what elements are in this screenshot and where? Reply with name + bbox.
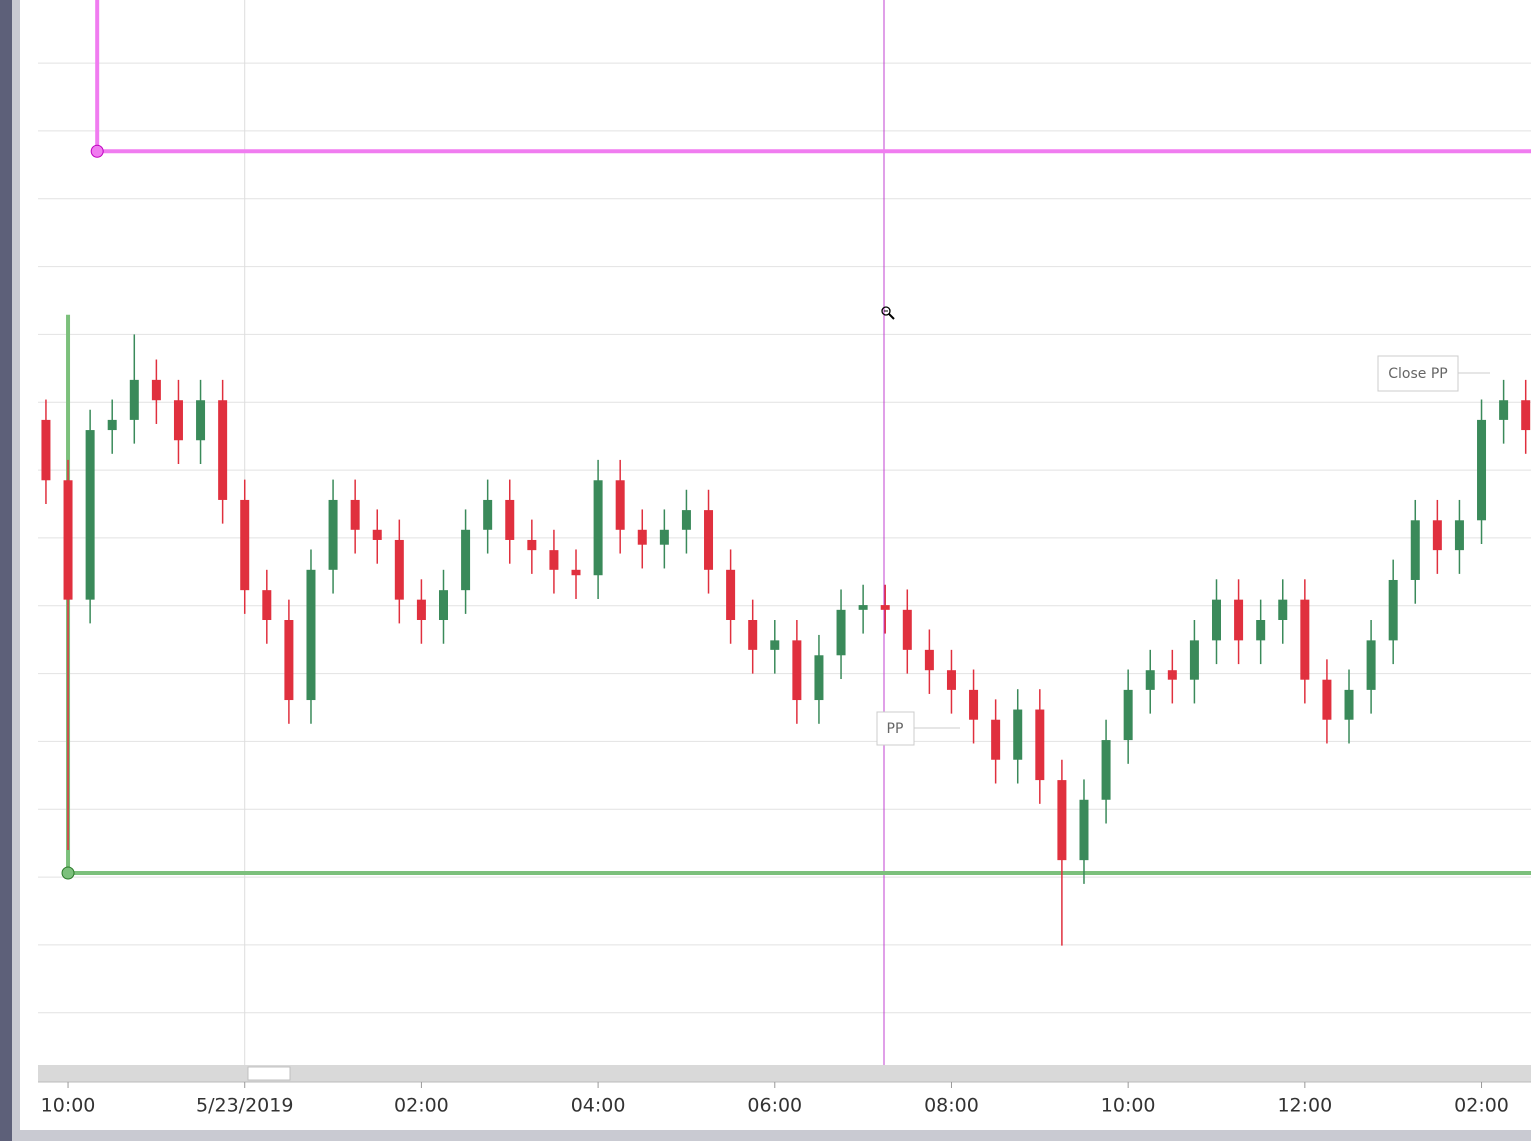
candle-body (284, 620, 294, 701)
candle-body (63, 480, 73, 600)
candle-body (173, 400, 183, 441)
x-tick-label: 02:00 (394, 1095, 449, 1117)
candle-body (107, 419, 117, 431)
candle-body (748, 620, 758, 650)
candle-body (1410, 520, 1420, 580)
candle-body (880, 605, 890, 610)
x-tick-label: 10:00 (41, 1095, 96, 1117)
scrollbar[interactable] (38, 1065, 1531, 1082)
candle-body (1477, 419, 1487, 521)
x-tick-label: 08:00 (924, 1095, 979, 1117)
candle-body (1035, 709, 1045, 781)
candle-body (129, 379, 139, 420)
candle-body (85, 430, 95, 600)
bottom-gutter (12, 1130, 1531, 1141)
candle-body (681, 510, 691, 530)
candle-body (659, 529, 669, 545)
candle-body (1189, 640, 1199, 680)
candle-body (1432, 520, 1442, 551)
annotation: Close PP (1388, 366, 1447, 382)
candle-body (593, 480, 603, 576)
candle-body (1344, 689, 1354, 720)
candle-body (1366, 640, 1376, 690)
level-handle (90, 144, 104, 158)
candle-body (483, 499, 493, 530)
candle-body (1388, 579, 1398, 641)
candle-body (394, 539, 404, 600)
grid (38, 0, 1531, 1065)
candle-body (527, 539, 537, 551)
candle-body (461, 529, 471, 591)
x-tick-label: 5/23/2019 (196, 1095, 293, 1117)
candle-body (505, 499, 515, 540)
candle-body (924, 649, 934, 671)
candle-body (1234, 599, 1244, 641)
candle-body (151, 379, 161, 401)
candle-body (571, 569, 581, 576)
candle-body (306, 569, 316, 701)
candle-body (1145, 670, 1155, 690)
candle-body (438, 590, 448, 621)
candle-body (416, 599, 426, 621)
left-border (0, 0, 12, 1141)
zoom-cursor (881, 306, 895, 320)
x-tick-label: 06:00 (747, 1095, 802, 1117)
candle-body (1057, 780, 1067, 861)
candle-body (969, 689, 979, 720)
candle-body (218, 400, 228, 500)
x-tick-label: 04:00 (571, 1095, 626, 1117)
annotation-box (1377, 355, 1459, 392)
scroll-thumb[interactable] (247, 1066, 291, 1081)
candles (41, 334, 1531, 946)
candle-body (1499, 400, 1509, 420)
candle-body (1256, 620, 1266, 641)
candle-body (814, 655, 824, 701)
candle-body (196, 400, 206, 441)
candle-body (328, 499, 338, 570)
candle-body (726, 569, 736, 621)
candle-body (549, 550, 559, 570)
level-handle (61, 866, 75, 880)
x-tick-label: 02:00 (1454, 1095, 1509, 1117)
candle-body (1079, 799, 1089, 861)
candle-body (704, 510, 714, 570)
candle-body (1123, 689, 1133, 741)
x-axis: 10:00 5/23/2019 02:00 04:00 06:00 08:00 10:00 1… (38, 1081, 1531, 1117)
annotation: PP (887, 721, 904, 737)
left-gutter (12, 0, 20, 1141)
candle-body (1300, 599, 1310, 680)
candle-body (1278, 599, 1288, 621)
candle-body (637, 529, 647, 545)
candle-body (1101, 740, 1111, 800)
candle-body (902, 609, 912, 650)
candle-body (858, 605, 868, 610)
x-tick-label: 12:00 (1277, 1095, 1332, 1117)
candle-body (792, 640, 802, 701)
candle-body (1013, 709, 1023, 760)
candle-body (615, 480, 625, 530)
candle-body (372, 529, 382, 540)
candle-body (770, 640, 780, 650)
candle-body (350, 499, 360, 530)
candle-body (1521, 400, 1531, 431)
x-tick-label: 10:00 (1101, 1095, 1156, 1117)
candle-body (1211, 599, 1221, 641)
candle-body (262, 590, 272, 621)
candle-body (41, 419, 51, 481)
candle-body (1167, 670, 1177, 680)
candle-body (1454, 520, 1464, 551)
candle-body (1322, 679, 1332, 720)
candle-body (991, 719, 1001, 760)
candle-body (240, 499, 250, 591)
candle-body (836, 609, 846, 656)
candle-body (946, 670, 956, 690)
